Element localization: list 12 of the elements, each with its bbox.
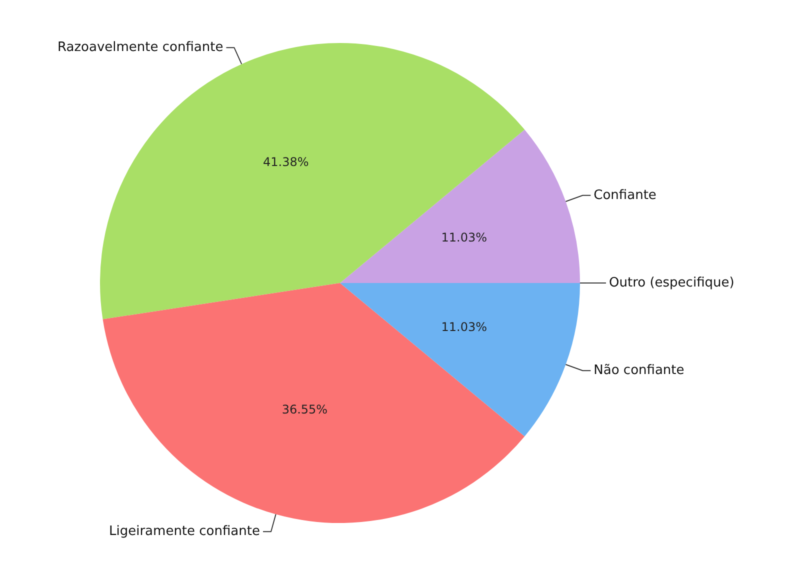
pie-slice: [340, 130, 580, 283]
data-label: 11.03%: [441, 320, 488, 334]
pie-slice: [102, 283, 525, 523]
legend-label: Outro (especifique): [609, 276, 734, 291]
data-label: 36.55%: [282, 402, 328, 416]
slice-label: Razoavelmente confiante: [58, 40, 224, 56]
slice-label: Confiante: [594, 188, 656, 203]
data-label: 41.38%: [263, 154, 309, 169]
data-label: 11.03%: [441, 230, 488, 244]
pie-slice: [340, 283, 580, 436]
slice-label: Ligeiramente confiante: [109, 524, 260, 540]
slice-label: Não confiante: [594, 363, 684, 378]
